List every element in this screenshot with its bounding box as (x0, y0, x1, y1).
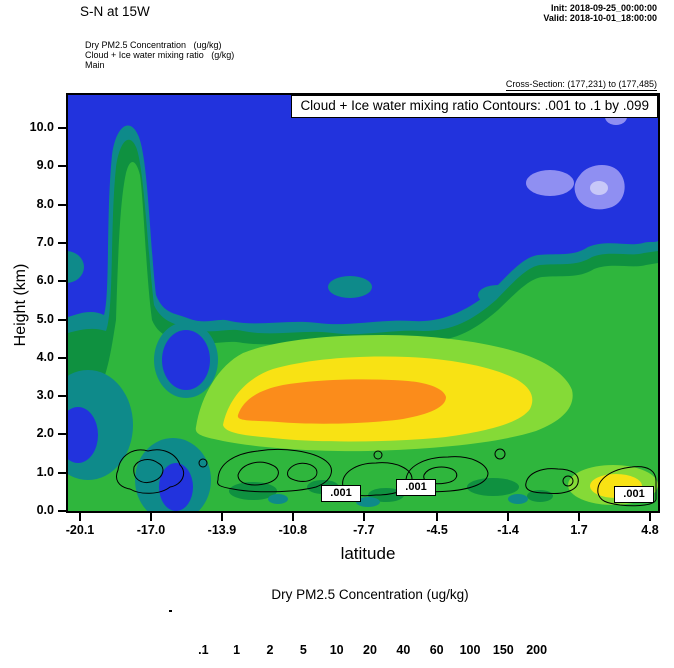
cross-section-label: Cross-Section: (177,231) to (177,485) (505, 79, 657, 91)
contour-value-label: .001 (321, 485, 361, 502)
colorbar-labels: .1 1 2 5 10 20 40 60 100 150 200 (170, 643, 570, 658)
fill-blue-intrusion (162, 330, 210, 390)
y-tick-mark (58, 356, 67, 359)
y-tick-label: 2.0 (36, 426, 54, 441)
colorbar-tick-label: 2 (266, 643, 274, 657)
fill-teal-patch (328, 276, 372, 298)
y-axis-title: Height (km) (12, 263, 29, 347)
y-tick-mark (58, 395, 67, 398)
colorbar-tick-label: 40 (396, 643, 411, 657)
y-tick-mark (58, 510, 67, 512)
cloud-contour-line (373, 450, 383, 460)
contour-value-label: .001 (396, 479, 436, 496)
fill-surface-patch (268, 494, 288, 504)
fill-surface-patch (356, 497, 380, 507)
page-title: S-N at 15W (80, 4, 150, 19)
x-tick-label: -7.7 (353, 523, 375, 537)
colorbar-tick-label: 60 (429, 643, 444, 657)
colorbar-tick-label: 10 (329, 643, 344, 657)
y-tick-mark (58, 318, 67, 321)
x-tick-label: -1.4 (497, 523, 519, 537)
x-axis-title: latitude (340, 544, 396, 563)
y-tick-mark (58, 241, 67, 244)
x-tick-mark (362, 513, 365, 521)
x-tick-mark (149, 513, 152, 521)
fill-teal-patch (68, 251, 84, 283)
x-tick-mark (649, 513, 651, 521)
colorbar-title: Dry PM2.5 Concentration (ug/kg) (271, 587, 469, 602)
x-tick-mark (507, 513, 510, 521)
y-tick-label: 0.0 (36, 503, 54, 517)
contour-info-banner: Cloud + Ice water mixing ratio Contours:… (291, 95, 658, 118)
y-tick-mark (58, 203, 67, 206)
y-tick-label: 9.0 (36, 158, 54, 173)
fill-periwinkle-patch (526, 170, 574, 196)
colorbar (169, 610, 570, 637)
cloud-contour-line (562, 475, 574, 487)
x-tick-label: -4.5 (426, 523, 448, 537)
fill-blue-intrusion (159, 463, 193, 511)
x-tick-mark (578, 513, 581, 521)
pm25-cross-section-field (68, 95, 658, 511)
fill-blue-intrusion (68, 407, 98, 463)
cloud-contour-line (116, 449, 185, 494)
cloud-contour-line (237, 461, 279, 486)
fill-surface-patch (368, 488, 404, 502)
field-label-cloud-ice: Cloud + Ice water mixing ratio (g/kg) (85, 50, 235, 60)
y-tick-label: 3.0 (36, 388, 54, 403)
fill-surface-patch (527, 490, 553, 502)
x-tick-label: -10.8 (278, 523, 308, 537)
colorbar-tick-label: 200 (526, 643, 548, 657)
cloud-contour-line (198, 458, 208, 468)
cloud-contour-line (133, 459, 164, 483)
init-time-label: Init: 2018-09-25_00:00:00 (550, 3, 657, 13)
valid-time-label: Valid: 2018-10-01_18:00:00 (543, 13, 657, 23)
x-tick-label: -17.0 (136, 523, 166, 537)
x-tick-mark (220, 513, 223, 521)
x-tick-label: 1.7 (570, 523, 588, 537)
colorbar-tick-label: 1 (233, 643, 241, 657)
colorbar-tick-label: 100 (459, 643, 481, 657)
fill-orange-core (237, 379, 446, 424)
contour-value-label: .001 (614, 486, 654, 503)
y-tick-label: 10.0 (29, 120, 54, 134)
colorbar-cell (169, 610, 171, 612)
x-tick-mark (291, 513, 294, 521)
y-tick-mark (58, 280, 67, 283)
y-tick-label: 1.0 (36, 464, 54, 479)
y-tick-label: 8.0 (36, 196, 54, 211)
y-tick-mark (58, 127, 67, 129)
colorbar-tick-label: .1 (198, 643, 209, 657)
y-tick-mark (58, 471, 67, 474)
colorbar-tick-label: 20 (363, 643, 377, 657)
field-label-domain: Main (85, 60, 105, 70)
plot-area: Cloud + Ice water mixing ratio Contours:… (68, 95, 658, 511)
fill-surface-patch (508, 494, 528, 504)
fill-surface-patch (467, 478, 519, 496)
cloud-contour-line (217, 448, 332, 493)
cloud-contour-line (525, 468, 579, 494)
x-tick-label: -13.9 (207, 523, 237, 537)
x-tick-mark (436, 513, 439, 521)
field-label-pm25: Dry PM2.5 Concentration (ug/kg) (85, 40, 222, 50)
x-tick-label: 4.8 (641, 523, 659, 537)
y-tick-mark (58, 165, 67, 168)
cloud-contour-line (494, 448, 506, 460)
cloud-contour-line (287, 462, 318, 482)
y-tick-mark (58, 433, 67, 436)
x-tick-mark (79, 513, 81, 521)
cloud-contour-line (597, 466, 657, 507)
x-tick-label: -20.1 (65, 523, 95, 537)
fill-lavender-patch (590, 181, 608, 195)
colorbar-tick-label: 5 (299, 643, 307, 657)
colorbar-tick-label: 150 (492, 643, 514, 657)
